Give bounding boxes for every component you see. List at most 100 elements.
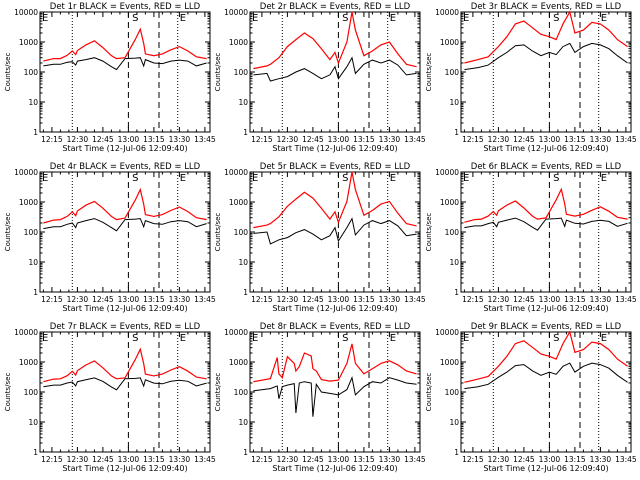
y-tick-label: 10000 bbox=[435, 8, 459, 17]
series-line bbox=[464, 362, 628, 390]
panel-title: Det 2r BLACK = Events, RED = LLD bbox=[260, 2, 411, 12]
x-tick-label: 13:15 bbox=[143, 295, 165, 304]
y-tick-label: 100 bbox=[234, 68, 249, 77]
y-tick-label: 10 bbox=[449, 98, 459, 107]
y-tick-label: 1 bbox=[33, 448, 38, 457]
marker-label: E bbox=[390, 333, 396, 344]
plot-frame bbox=[460, 171, 632, 293]
series-line bbox=[464, 10, 628, 64]
x-tick-label: 12:15 bbox=[251, 455, 273, 464]
y-axis-label: Counts/sec bbox=[425, 53, 433, 92]
detector-panel: Det 2r BLACK = Events, RED = LLD 1 10 100 10… bbox=[214, 2, 426, 153]
y-tick-label: 100 bbox=[24, 68, 39, 77]
detector-panel: Det 8r BLACK = Events, RED = LLD 1 10 100 10… bbox=[214, 322, 426, 473]
x-tick-label: 13:45 bbox=[615, 295, 637, 304]
series-line bbox=[43, 57, 207, 71]
panel-title: Det 1r BLACK = Events, RED = LLD bbox=[50, 2, 201, 12]
x-tick-label: 13:00 bbox=[539, 135, 561, 144]
y-tick-label: 10000 bbox=[14, 8, 38, 17]
x-tick-label: 13:15 bbox=[564, 135, 586, 144]
x-tick-label: 13:30 bbox=[169, 295, 191, 304]
marker-label: E bbox=[390, 173, 396, 184]
y-tick-label: 10 bbox=[28, 98, 38, 107]
detector-panel: Det 4r BLACK = Events, RED = LLD 1 10 100 10… bbox=[4, 162, 216, 313]
marker-label: E bbox=[42, 173, 48, 184]
x-tick-label: 12:15 bbox=[462, 295, 484, 304]
series-line bbox=[43, 187, 207, 224]
x-tick-label: 12:30 bbox=[488, 455, 510, 464]
y-tick-label: 1000 bbox=[440, 198, 459, 207]
x-tick-label: 12:15 bbox=[41, 455, 63, 464]
series-line bbox=[464, 330, 628, 383]
series-line bbox=[43, 377, 207, 391]
marker-label: S bbox=[342, 13, 348, 24]
marker-label: E bbox=[180, 333, 186, 344]
y-tick-label: 1000 bbox=[229, 358, 248, 367]
marker-label: E bbox=[252, 173, 258, 184]
marker-label: S bbox=[132, 173, 138, 184]
x-tick-label: 12:30 bbox=[67, 135, 89, 144]
y-axis-label: Counts/sec bbox=[4, 53, 12, 92]
marker-label: E bbox=[601, 333, 607, 344]
marker-label: E bbox=[463, 13, 469, 24]
marker-label: S bbox=[553, 333, 559, 344]
x-tick-label: 13:45 bbox=[194, 135, 216, 144]
x-tick-label: 13:30 bbox=[590, 135, 612, 144]
marker-label: S bbox=[132, 13, 138, 24]
series-line bbox=[464, 217, 628, 231]
y-tick-label: 10 bbox=[449, 418, 459, 427]
panel-title: Det 3r BLACK = Events, RED = LLD bbox=[471, 2, 622, 12]
series-line bbox=[253, 11, 417, 70]
plot-frame bbox=[460, 11, 632, 133]
panel-title: Det 8r BLACK = Events, RED = LLD bbox=[260, 322, 411, 332]
x-tick-label: 12:30 bbox=[488, 135, 510, 144]
y-tick-label: 10000 bbox=[14, 168, 38, 177]
x-tick-label: 13:00 bbox=[328, 295, 350, 304]
y-tick-label: 100 bbox=[234, 388, 249, 397]
panel-title: Det 9r BLACK = Events, RED = LLD bbox=[471, 322, 622, 332]
x-axis-label: Start Time (12-Jul-06 12:09:40) bbox=[62, 304, 187, 313]
x-tick-label: 12:15 bbox=[462, 455, 484, 464]
x-tick-label: 12:15 bbox=[41, 295, 63, 304]
series-line bbox=[43, 27, 207, 62]
series-line bbox=[464, 187, 628, 223]
y-axis-label: Counts/sec bbox=[425, 373, 433, 412]
x-tick-label: 13:15 bbox=[564, 295, 586, 304]
marker-label: S bbox=[342, 173, 348, 184]
x-tick-label: 13:30 bbox=[169, 455, 191, 464]
x-tick-label: 12:45 bbox=[513, 455, 535, 464]
y-tick-label: 1000 bbox=[229, 198, 248, 207]
series-line bbox=[464, 42, 628, 71]
x-tick-label: 13:30 bbox=[379, 455, 401, 464]
detector-panel: Det 1r BLACK = Events, RED = LLD 1 10 100 10… bbox=[4, 2, 216, 153]
x-tick-label: 12:45 bbox=[92, 295, 114, 304]
x-tick-label: 13:30 bbox=[379, 295, 401, 304]
x-axis-label: Start Time (12-Jul-06 12:09:40) bbox=[272, 464, 397, 473]
series-line bbox=[253, 343, 417, 383]
y-tick-label: 10000 bbox=[224, 328, 248, 337]
x-tick-label: 13:30 bbox=[590, 455, 612, 464]
marker-label: E bbox=[601, 13, 607, 24]
y-axis-label: Counts/sec bbox=[214, 373, 222, 412]
marker-label: E bbox=[252, 333, 258, 344]
y-tick-label: 1 bbox=[33, 288, 38, 297]
x-axis-label: Start Time (12-Jul-06 12:09:40) bbox=[62, 464, 187, 473]
x-tick-label: 13:45 bbox=[404, 295, 426, 304]
y-tick-label: 1 bbox=[454, 288, 459, 297]
y-tick-label: 1000 bbox=[19, 198, 38, 207]
y-tick-label: 100 bbox=[445, 68, 460, 77]
y-axis-label: Counts/sec bbox=[214, 213, 222, 252]
y-tick-label: 100 bbox=[24, 388, 39, 397]
y-tick-label: 10000 bbox=[435, 328, 459, 337]
detector-panel: Det 3r BLACK = Events, RED = LLD 1 10 100 10… bbox=[425, 2, 637, 153]
series-line bbox=[43, 347, 207, 383]
y-tick-label: 1 bbox=[243, 448, 248, 457]
plot-frame bbox=[249, 171, 421, 293]
y-axis-label: Counts/sec bbox=[4, 213, 12, 252]
y-tick-label: 10 bbox=[238, 418, 248, 427]
x-tick-label: 13:00 bbox=[118, 135, 140, 144]
x-tick-label: 12:30 bbox=[488, 295, 510, 304]
panel-title: Det 6r BLACK = Events, RED = LLD bbox=[471, 162, 622, 172]
y-axis-label: Counts/sec bbox=[4, 373, 12, 412]
y-tick-label: 10 bbox=[238, 258, 248, 267]
